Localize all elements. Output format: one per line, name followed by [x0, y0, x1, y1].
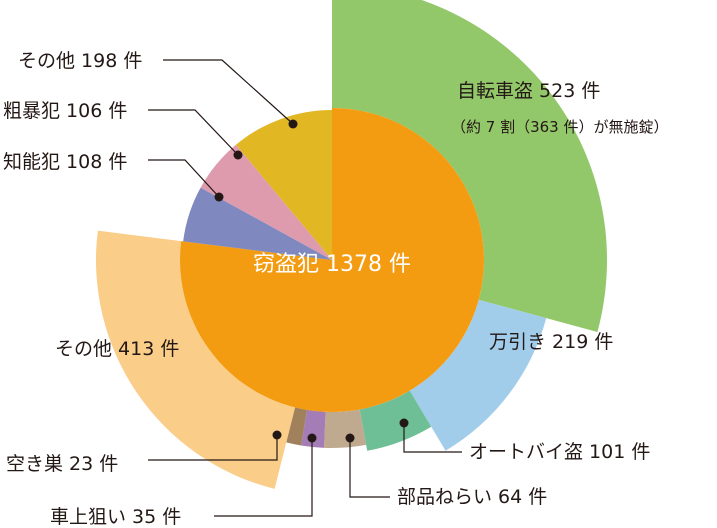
leader-dot-other — [288, 119, 298, 129]
label-motorbike: オートバイ盗 101 件 — [469, 441, 650, 463]
leader-line-violent — [148, 109, 239, 156]
leader-dot-motorbike — [399, 418, 409, 428]
leader-dot-parts — [345, 433, 355, 443]
label-car: 車上狙い 35 件 — [50, 506, 181, 528]
label-shoplifting: 万引き 219 件 — [489, 331, 613, 353]
center-label-theft: 窃盗犯 1378 件 — [253, 252, 411, 277]
outer-slice-7 — [95, 230, 296, 489]
leader-lines — [148, 59, 462, 517]
label-other: その他 198 件 — [18, 50, 142, 72]
inner-slice-2 — [183, 187, 332, 260]
label-theft-other: その他 413 件 — [55, 338, 179, 360]
inner-slice-4 — [235, 110, 332, 260]
inner-slice-3 — [200, 144, 332, 260]
leader-dot-intellectual — [214, 192, 224, 202]
leader-dot-burglary — [272, 430, 282, 440]
leader-line-burglary — [148, 435, 278, 461]
label-bicycle-note: （約 7 割（363 件）が無施錠） — [451, 118, 668, 136]
outer-slice-4 — [324, 409, 367, 448]
outer-slice-1 — [332, 0, 607, 333]
leader-line-motorbike — [403, 423, 462, 453]
leader-dot-violent — [233, 150, 243, 160]
outer-slice-2 — [409, 299, 547, 451]
inner-ring — [180, 108, 484, 412]
outer-ring — [95, 0, 607, 489]
leader-dot-car — [307, 433, 317, 443]
leader-line-intellectual — [148, 159, 220, 198]
outer-slice-5 — [301, 409, 326, 448]
label-violent: 粗暴犯 106 件 — [3, 100, 127, 122]
outer-slice-3 — [359, 390, 432, 451]
label-intellectual: 知能犯 108 件 — [3, 151, 127, 173]
leader-line-car — [214, 438, 313, 517]
outer-slice-6 — [286, 407, 308, 446]
leader-line-other — [163, 59, 294, 125]
leader-line-parts — [349, 438, 390, 498]
label-burglary: 空き巣 23 件 — [6, 453, 118, 475]
label-bicycle: 自転車盗 523 件 — [457, 80, 600, 102]
label-parts: 部品ねらい 64 件 — [397, 486, 547, 508]
